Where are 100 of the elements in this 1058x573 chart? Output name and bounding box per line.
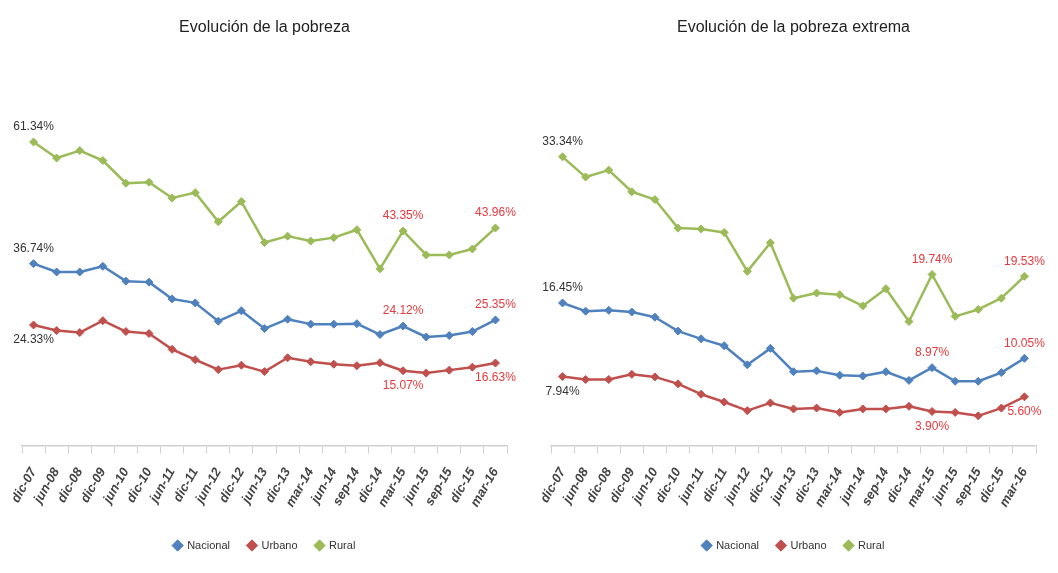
point	[789, 404, 798, 414]
point	[75, 267, 85, 277]
point	[858, 371, 868, 381]
point	[904, 375, 914, 385]
point	[742, 360, 752, 370]
point	[29, 259, 39, 269]
point	[719, 227, 729, 237]
point	[673, 326, 683, 336]
point	[1019, 392, 1029, 402]
point	[352, 361, 362, 371]
point	[604, 375, 614, 385]
point	[881, 284, 891, 294]
point	[835, 370, 845, 380]
point	[1019, 353, 1029, 363]
point	[673, 379, 683, 389]
point	[167, 294, 177, 304]
point	[167, 344, 177, 354]
point	[467, 362, 477, 372]
point	[789, 293, 798, 303]
point	[190, 355, 200, 365]
point	[421, 332, 431, 342]
point	[558, 298, 568, 308]
point	[581, 172, 591, 182]
point	[1019, 271, 1029, 281]
point	[398, 366, 408, 376]
data-label: 19.53%	[1004, 253, 1046, 268]
point	[98, 156, 108, 166]
point	[283, 353, 293, 363]
point	[167, 193, 177, 203]
data-label: 10.05%	[1004, 335, 1046, 350]
point	[236, 306, 246, 316]
point	[765, 398, 775, 408]
point	[213, 316, 223, 326]
point	[260, 238, 269, 248]
point	[98, 316, 108, 326]
legend-label: Urbano	[261, 538, 298, 551]
point	[581, 375, 591, 385]
point	[260, 367, 269, 377]
point	[306, 236, 316, 246]
point	[996, 403, 1006, 413]
point	[812, 403, 822, 413]
data-label: 61.34%	[13, 119, 55, 134]
point	[558, 152, 568, 162]
point	[421, 368, 431, 378]
data-label: 24.12%	[382, 303, 424, 318]
legend-label: Rural	[858, 538, 885, 551]
point	[398, 321, 408, 331]
point	[604, 305, 614, 315]
legend-label: Rural	[329, 538, 356, 551]
data-label: 19.74%	[911, 251, 953, 266]
point	[927, 363, 937, 373]
point	[52, 153, 62, 163]
data-label: 36.74%	[13, 240, 55, 255]
point	[858, 301, 868, 311]
data-label: 15.07%	[382, 378, 424, 393]
point	[973, 411, 983, 421]
point	[283, 231, 293, 241]
data-label: 7.94%	[545, 383, 580, 398]
point	[121, 276, 131, 286]
data-label: 33.34%	[542, 134, 584, 149]
point	[742, 266, 752, 276]
point	[927, 407, 937, 417]
point	[996, 368, 1006, 378]
point	[467, 244, 477, 254]
point	[696, 389, 706, 399]
point	[627, 187, 637, 197]
point	[490, 315, 500, 325]
point	[283, 314, 293, 324]
point	[490, 358, 500, 368]
point	[352, 225, 362, 235]
data-label: 16.63%	[475, 370, 517, 385]
chart-title: Evolución de la pobreza extrema	[676, 18, 911, 36]
point	[650, 195, 660, 205]
data-label: 43.96%	[475, 205, 517, 220]
point	[765, 238, 775, 248]
point	[835, 407, 845, 417]
data-label: 24.33%	[13, 332, 55, 347]
point	[144, 277, 154, 287]
point	[444, 331, 454, 341]
point	[236, 197, 246, 207]
point	[352, 319, 362, 329]
point	[75, 328, 85, 338]
data-label: 5.60%	[1007, 404, 1042, 419]
point	[260, 324, 269, 334]
point	[375, 330, 385, 340]
point	[673, 223, 683, 233]
point	[144, 329, 154, 339]
data-label: 16.45%	[542, 280, 584, 295]
point	[719, 397, 729, 407]
point	[950, 376, 960, 386]
point	[927, 269, 937, 279]
point	[421, 250, 431, 260]
point	[236, 360, 246, 370]
point	[29, 137, 39, 147]
data-label: 43.35%	[382, 208, 424, 223]
point	[398, 226, 408, 236]
point	[490, 223, 500, 233]
point	[375, 358, 385, 368]
point	[627, 307, 637, 317]
point	[29, 320, 39, 330]
